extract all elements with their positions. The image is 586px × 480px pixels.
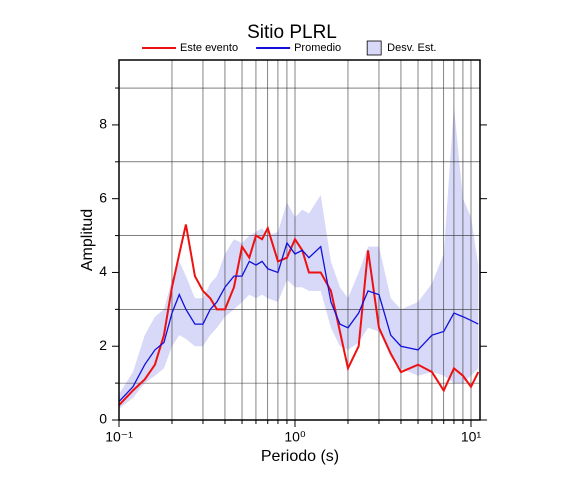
y-axis-label: Amplitud [79, 209, 96, 271]
x-tick-label: 10⁻¹ [105, 429, 133, 445]
y-tick-label: 6 [99, 189, 107, 205]
x-tick-label: 10¹ [461, 429, 482, 445]
y-tick-label: 8 [99, 116, 107, 132]
x-axis-label: Periodo (s) [261, 448, 339, 465]
series-line [118, 241, 479, 403]
std-band [119, 106, 479, 409]
legend-label: Promedio [294, 42, 341, 54]
y-tick-label: 4 [99, 263, 107, 279]
legend-swatch [366, 40, 382, 56]
legend-label: Este evento [180, 42, 238, 54]
plot-frame [118, 59, 481, 421]
y-tick-label: 0 [99, 411, 107, 427]
x-tick-label: 10⁰ [284, 429, 306, 445]
legend-label: Desv. Est. [387, 42, 436, 54]
chart-title: Sitio PLRL [247, 22, 337, 43]
y-tick-label: 2 [99, 337, 107, 353]
